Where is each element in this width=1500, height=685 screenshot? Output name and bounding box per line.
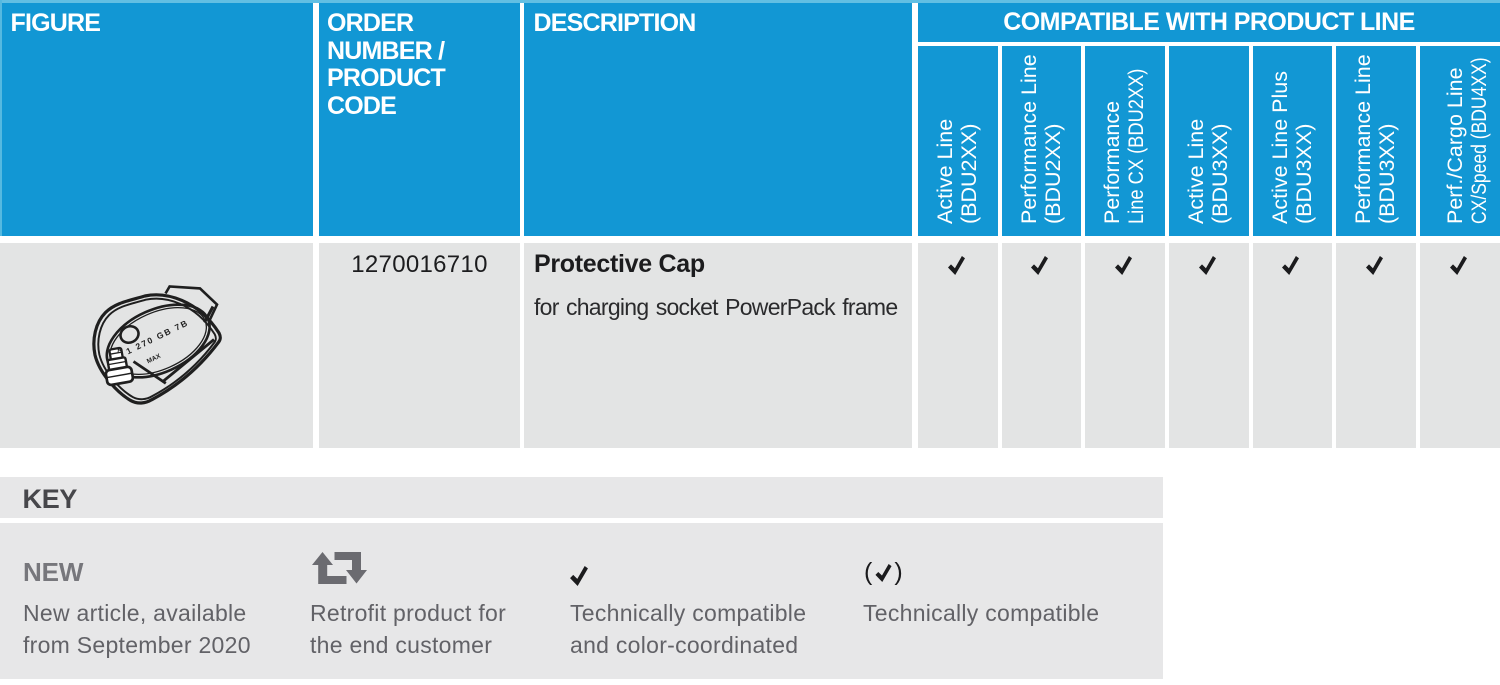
- svg-text:x: x: [114, 344, 122, 354]
- svg-text:MAX: MAX: [146, 352, 163, 365]
- svg-text:1 270 GB 7B: 1 270 GB 7B: [124, 317, 190, 356]
